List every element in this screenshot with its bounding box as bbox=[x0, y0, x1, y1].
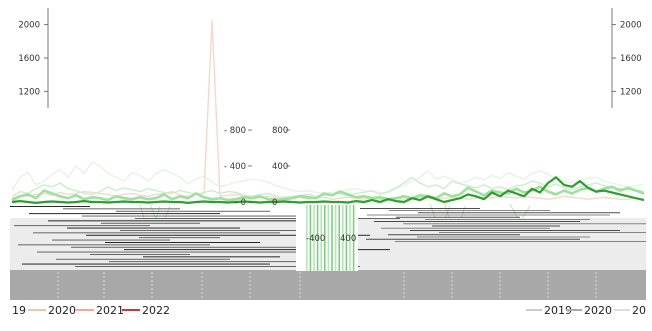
y-tick-label-top-right: 2000 bbox=[620, 21, 642, 31]
stripe bbox=[86, 234, 370, 236]
stripe bbox=[135, 218, 400, 219]
inner-stripe bbox=[327, 205, 330, 271]
stripe bbox=[33, 232, 280, 234]
stripe bbox=[395, 241, 646, 242]
stripe bbox=[52, 239, 170, 241]
stripe bbox=[48, 220, 350, 222]
inner-stripe bbox=[324, 205, 326, 271]
legend-label: 2020 bbox=[48, 304, 76, 317]
stripe bbox=[90, 254, 190, 255]
stripe bbox=[75, 266, 360, 267]
stripe bbox=[418, 212, 620, 214]
legend-label: 2019 bbox=[544, 304, 572, 317]
y-tick-label-mid: 400 bbox=[272, 162, 288, 172]
legend-label: 19 bbox=[12, 304, 26, 317]
lower-band: -400 400 bbox=[10, 205, 646, 300]
inner-stripe bbox=[309, 205, 312, 271]
x-axis-band bbox=[10, 270, 646, 300]
stripe bbox=[82, 215, 310, 217]
y-tick-label-mid: - 400 bbox=[224, 162, 246, 172]
stripe bbox=[67, 227, 240, 229]
inner-stripe bbox=[334, 205, 337, 271]
inner-stripe bbox=[320, 205, 322, 271]
stripe bbox=[388, 234, 520, 236]
stripe bbox=[56, 258, 230, 260]
stripe bbox=[109, 261, 320, 263]
legend-right: 2019 2020 20 bbox=[526, 304, 646, 317]
stripe bbox=[124, 249, 390, 251]
stripe bbox=[71, 246, 300, 248]
stripe bbox=[101, 222, 200, 224]
stripe bbox=[360, 208, 480, 209]
stripe bbox=[18, 244, 210, 246]
y-tick-label-mid: 800 bbox=[272, 126, 288, 136]
stripe bbox=[120, 230, 330, 231]
stripe bbox=[63, 208, 180, 210]
inner-stripe bbox=[306, 205, 308, 271]
legend-left: 19 2020 2021 2022 bbox=[12, 304, 170, 317]
stripe bbox=[366, 238, 580, 240]
y-tick-label-top-right: 1200 bbox=[620, 87, 642, 97]
series-line-2022 bbox=[11, 185, 645, 202]
stripe bbox=[410, 230, 620, 231]
stripe bbox=[143, 256, 280, 258]
stripe bbox=[425, 219, 590, 220]
inner-stripe bbox=[345, 205, 348, 271]
y-tick-label-mid: - 0 bbox=[235, 198, 246, 208]
y-tick-label-mid: 0 bbox=[272, 198, 277, 208]
stripe bbox=[403, 223, 646, 225]
y-tick-label-mid: - 800 bbox=[224, 126, 246, 136]
series-line-2019 bbox=[11, 161, 645, 195]
legend-label: 20 bbox=[632, 304, 646, 317]
y-axis-top-left: 1200 1600 2000 bbox=[18, 8, 49, 108]
y-tick-label-top-left: 1200 bbox=[18, 87, 40, 97]
stripe bbox=[10, 206, 90, 207]
stripe bbox=[374, 221, 580, 222]
stripe bbox=[116, 210, 270, 212]
stripe bbox=[417, 236, 590, 238]
stripe bbox=[381, 227, 550, 229]
stripe bbox=[139, 237, 220, 239]
stripe bbox=[439, 232, 646, 233]
stripe bbox=[105, 242, 260, 243]
y-tick-label-top-left: 2000 bbox=[18, 21, 40, 31]
stripe bbox=[22, 263, 270, 265]
stripe bbox=[14, 225, 150, 227]
y-axis-top-right: 1200 1600 2000 bbox=[611, 8, 642, 108]
y-tick-label-top-right: 1600 bbox=[620, 54, 642, 64]
glitch-stripes bbox=[10, 206, 646, 267]
inner-stripe bbox=[316, 205, 319, 271]
inner-stripe bbox=[331, 205, 333, 271]
stripe bbox=[389, 210, 550, 211]
stripe bbox=[396, 216, 520, 218]
stripe bbox=[367, 214, 610, 216]
legend-label: 2021 bbox=[96, 304, 124, 317]
inner-stripe bbox=[342, 205, 344, 271]
series-line-2023 bbox=[11, 176, 645, 204]
legend-label: 2022 bbox=[142, 304, 170, 317]
inner-stripe bbox=[338, 205, 340, 271]
inner-stripe bbox=[352, 205, 355, 271]
series-layer bbox=[11, 19, 645, 242]
y-tick-label-top-left: 1600 bbox=[18, 54, 40, 64]
inner-tick-label: -400 bbox=[306, 234, 325, 244]
stripe bbox=[432, 225, 560, 227]
inner-tick-label: 400 bbox=[340, 234, 356, 244]
mid-axes: - 800 - 400 - 0 800 400 0 bbox=[224, 126, 290, 208]
inner-stripe bbox=[313, 205, 315, 271]
inner-panel-stripes: -400 400 bbox=[306, 205, 356, 271]
stripe bbox=[37, 251, 340, 253]
legend-label: 2020 bbox=[584, 304, 612, 317]
x-ticks bbox=[57, 272, 597, 298]
stripe bbox=[29, 213, 220, 215]
inner-stripe bbox=[349, 205, 351, 271]
